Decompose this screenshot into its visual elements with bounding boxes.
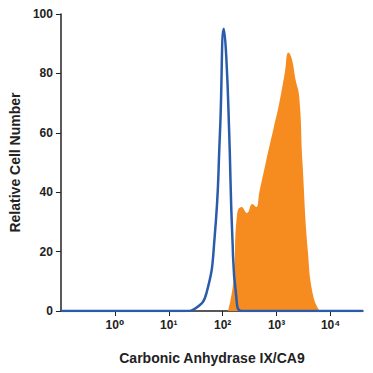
svg-text:10⁴: 10⁴ — [321, 318, 340, 332]
svg-text:0: 0 — [46, 304, 53, 318]
svg-text:Relative Cell Number: Relative Cell Number — [7, 92, 23, 233]
svg-text:80: 80 — [40, 66, 54, 80]
svg-text:10¹: 10¹ — [160, 318, 177, 332]
svg-text:10⁰: 10⁰ — [106, 318, 125, 332]
svg-text:10³: 10³ — [268, 318, 285, 332]
svg-text:40: 40 — [40, 185, 54, 199]
svg-text:Carbonic Anhydrase IX/CA9: Carbonic Anhydrase IX/CA9 — [119, 350, 305, 366]
svg-text:10²: 10² — [214, 318, 231, 332]
svg-text:60: 60 — [40, 126, 54, 140]
svg-text:100: 100 — [33, 7, 53, 21]
svg-text:20: 20 — [40, 245, 54, 259]
